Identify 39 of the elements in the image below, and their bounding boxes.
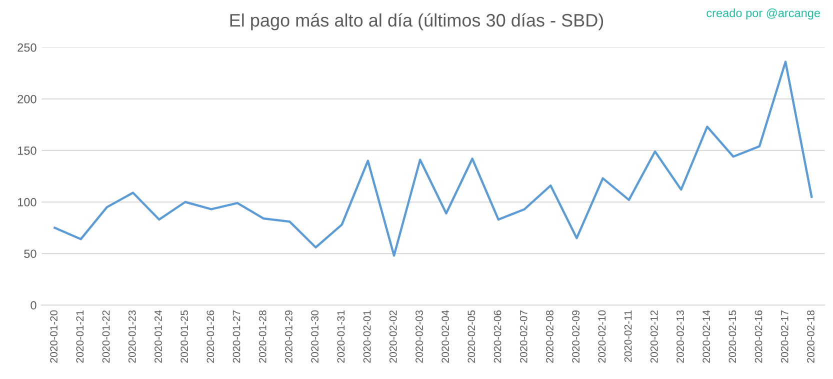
x-tick-label: 2020-02-10 [598,310,606,363]
x-tick-label: 2020-02-12 [650,310,658,363]
x-tick-label: 2020-01-29 [285,310,292,363]
x-tick-label: 2020-02-05 [468,310,476,363]
x-tick-label: 2020-01-23 [128,310,136,363]
x-tick-label: 2020-02-18 [807,310,814,363]
line-series [54,60,813,257]
x-tick-label: 2020-01-22 [102,310,110,363]
x-tick-label: 2020-02-01 [363,310,371,363]
y-tick-label: 200 [18,94,36,104]
x-tick-label: 2020-02-17 [780,310,788,363]
y-tick-label: 50 [24,250,36,258]
y-tick-label: 250 [18,43,36,52]
x-tick-label: 2020-02-15 [728,310,736,363]
chart-title: El pago más alto al día (últimos 30 días - SBD) [230,13,604,30]
x-tick-label: 2020-02-04 [442,310,450,363]
x-tick-label: 2020-02-06 [494,310,502,363]
x-tick-label: 2020-01-20 [50,310,58,363]
y-tick-label: 0 [30,301,36,310]
x-tick-label: 2020-01-28 [258,310,266,363]
x-tick-label: 2020-01-24 [154,310,162,363]
x-tick-label: 2020-01-26 [206,310,214,363]
x-tick-label: 2020-02-03 [416,310,423,363]
x-tick-label: 2020-01-27 [232,310,240,363]
x-tick-label: 2020-01-25 [180,310,188,363]
x-tick-label: 2020-01-21 [76,310,84,363]
x-tick-label: 2020-01-31 [337,310,345,363]
x-tick-label: 2020-01-30 [311,310,319,363]
x-tick-label: 2020-02-02 [389,310,397,363]
x-tick-label: 2020-02-16 [754,310,762,363]
y-tick-label: 100 [18,198,36,206]
x-tick-label: 2020-02-07 [520,310,528,363]
x-tick-label: 2020-02-11 [624,310,632,362]
y-tick-label: 150 [18,146,36,155]
x-tick-label: 2020-02-09 [572,310,580,363]
x-tick-label: 2020-02-13 [676,310,684,363]
x-tick-label: 2020-02-08 [546,310,554,363]
text: creado por @arcange [706,8,820,20]
x-tick-label: 2020-02-14 [702,310,710,363]
